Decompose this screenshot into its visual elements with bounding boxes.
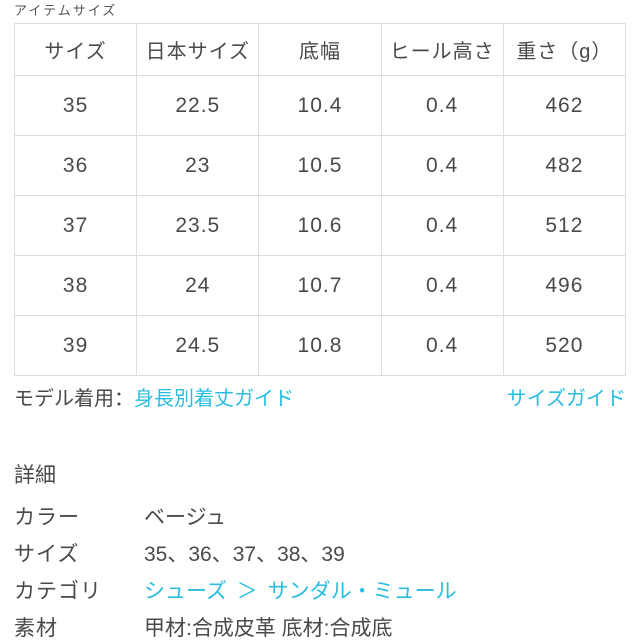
cell: 0.4 — [381, 196, 503, 256]
detail-row-category: カテゴリ シューズ ＞ サンダル・ミュール — [14, 581, 626, 602]
detail-label: サイズ — [14, 544, 144, 565]
cell: 10.4 — [259, 76, 381, 136]
cell: 0.4 — [381, 136, 503, 196]
cell: 0.4 — [381, 76, 503, 136]
detail-value: 甲材:合成皮革 底材:合成底 — [144, 618, 626, 639]
col-header: 重さ（g） — [503, 24, 625, 76]
model-wear-guide: モデル着用：身長別着丈ガイド — [14, 382, 294, 411]
detail-label: カラー — [14, 507, 144, 528]
chevron-right-icon: ＞ — [233, 580, 262, 603]
guide-links-row: モデル着用：身長別着丈ガイド サイズガイド — [14, 382, 626, 411]
cell: 22.5 — [137, 76, 259, 136]
cell: 10.6 — [259, 196, 381, 256]
detail-label: 素材 — [14, 618, 144, 639]
cell: 0.4 — [381, 256, 503, 316]
table-row: 38 24 10.7 0.4 496 — [15, 256, 626, 316]
detail-value: ベージュ — [144, 507, 626, 528]
cell: 38 — [15, 256, 137, 316]
size-guide-link[interactable]: サイズガイド — [507, 382, 626, 411]
size-table-header-row: サイズ 日本サイズ 底幅 ヒール高さ 重さ（g） — [15, 24, 626, 76]
cell: 36 — [15, 136, 137, 196]
size-table: サイズ 日本サイズ 底幅 ヒール高さ 重さ（g） 35 22.5 10.4 0.… — [14, 23, 626, 376]
height-guide-link[interactable]: 身長別着丈ガイド — [134, 388, 294, 410]
cell: 462 — [503, 76, 625, 136]
cell: 10.8 — [259, 316, 381, 376]
table-row: 37 23.5 10.6 0.4 512 — [15, 196, 626, 256]
model-prefix-label: モデル着用： — [14, 388, 134, 410]
table-row: 39 24.5 10.8 0.4 520 — [15, 316, 626, 376]
detail-label: カテゴリ — [14, 581, 144, 602]
detail-row-color: カラー ベージュ — [14, 507, 626, 528]
cell: 520 — [503, 316, 625, 376]
cell: 24 — [137, 256, 259, 316]
category-link-1[interactable]: シューズ — [144, 580, 227, 603]
cell: 10.5 — [259, 136, 381, 196]
cell: 23.5 — [137, 196, 259, 256]
detail-row-material: 素材 甲材:合成皮革 底材:合成底 — [14, 618, 626, 639]
product-spec-panel: アイテムサイズ サイズ 日本サイズ 底幅 ヒール高さ 重さ（g） 35 22.5… — [0, 0, 640, 640]
cell: 23 — [137, 136, 259, 196]
size-section-heading: アイテムサイズ — [14, 0, 626, 19]
detail-row-size: サイズ 35、36、37、38、39 — [14, 544, 626, 565]
cell: 10.7 — [259, 256, 381, 316]
table-row: 36 23 10.5 0.4 482 — [15, 136, 626, 196]
cell: 512 — [503, 196, 625, 256]
cell: 0.4 — [381, 316, 503, 376]
col-header: ヒール高さ — [381, 24, 503, 76]
cell: 39 — [15, 316, 137, 376]
cell: 496 — [503, 256, 625, 316]
col-header: サイズ — [15, 24, 137, 76]
cell: 37 — [15, 196, 137, 256]
col-header: 底幅 — [259, 24, 381, 76]
cell: 35 — [15, 76, 137, 136]
col-header: 日本サイズ — [137, 24, 259, 76]
details-section-title: 詳細 — [14, 459, 626, 489]
table-row: 35 22.5 10.4 0.4 462 — [15, 76, 626, 136]
detail-value-category: シューズ ＞ サンダル・ミュール — [144, 581, 626, 602]
category-link-2[interactable]: サンダル・ミュール — [268, 580, 457, 603]
cell: 482 — [503, 136, 625, 196]
detail-value: 35、36、37、38、39 — [144, 544, 626, 565]
cell: 24.5 — [137, 316, 259, 376]
